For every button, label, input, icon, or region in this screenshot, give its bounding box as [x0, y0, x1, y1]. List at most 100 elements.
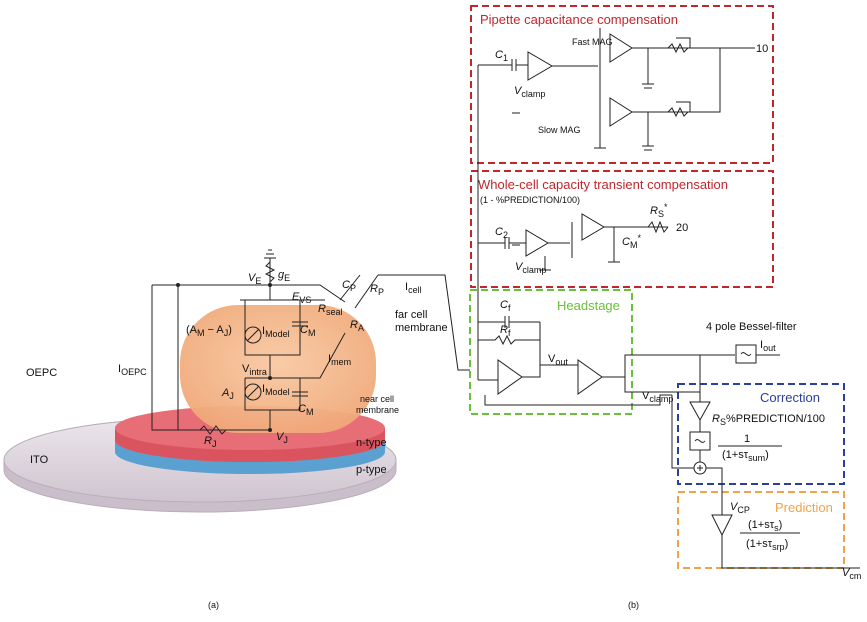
correction-title: Correction [760, 390, 820, 405]
svg-text:C1: C1 [495, 49, 508, 63]
svg-text:RP: RP [370, 283, 384, 297]
c1-label: C1 [495, 49, 508, 63]
p-type-label: p-type [356, 464, 387, 476]
svg-text:Imem: Imem [328, 353, 351, 367]
svg-text:VJ: VJ [276, 431, 288, 445]
slow-mag-label: Slow MAG [538, 125, 581, 135]
svg-text:Icell: Icell [405, 281, 422, 295]
svg-text:Vcm: Vcm [842, 567, 861, 581]
svg-text:CM: CM [300, 324, 315, 338]
bessel-filter-label: 4 pole Bessel-filter [706, 321, 797, 333]
caption-b: (b) [628, 600, 639, 610]
i-oepc-label: IOEPC [118, 363, 147, 377]
svg-text:CM*: CM* [622, 233, 641, 250]
svg-text:Vclamp: Vclamp [515, 261, 546, 275]
rs-prediction-label: RS%PREDICTION/100 [712, 413, 825, 427]
svg-text:IOEPC: IOEPC [118, 363, 147, 377]
svg-text:CP: CP [342, 279, 356, 293]
i-cell-label: Icell [405, 281, 422, 295]
svg-text:RA: RA [350, 319, 364, 333]
svg-text:gE: gE [278, 269, 290, 283]
far-membrane-label-1: far cell [395, 309, 427, 321]
svg-text:(1+sτsum): (1+sτsum) [722, 449, 769, 463]
n-type-label: n-type [356, 437, 387, 449]
svg-text:RJ: RJ [204, 435, 216, 449]
vclamp-3-label: Vclamp [642, 390, 673, 404]
r-j-label: RJ [204, 435, 216, 449]
svg-text:C2: C2 [495, 226, 508, 240]
i-model-2-label: IModel [262, 383, 290, 397]
svg-text:(AM − AJ): (AM − AJ) [186, 324, 232, 338]
c2-label: C2 [495, 226, 508, 240]
vclamp-2-label: Vclamp [515, 261, 546, 275]
v-e-label: VE [248, 272, 261, 286]
near-membrane-label-1: near cell [360, 394, 394, 404]
svg-text:AJ: AJ [221, 387, 234, 401]
pipette-title: Pipette capacitance compensation [480, 12, 678, 27]
correction-numerator: 1 [744, 433, 750, 445]
left-sources [176, 283, 272, 432]
headstage-box [469, 289, 633, 415]
caption-a: (a) [208, 600, 219, 610]
svg-text:Iout: Iout [760, 339, 776, 353]
svg-text:IModel: IModel [262, 325, 290, 339]
svg-text:(1+sτsrp): (1+sτsrp) [746, 538, 788, 552]
svg-text:CM: CM [298, 403, 313, 417]
i-mem-label: Imem [328, 353, 351, 367]
ito-label: ITO [30, 454, 49, 466]
far-membrane-label-2: membrane [395, 322, 448, 334]
r-seal-label: Rseal [318, 303, 342, 317]
r-p-label: RP [370, 283, 384, 297]
g-e-label: gE [278, 269, 290, 283]
svg-text:EVS: EVS [292, 291, 311, 305]
svg-text:VE: VE [248, 272, 261, 286]
am-aj-label: (AM − AJ) [186, 324, 232, 338]
a-j-label: AJ [221, 387, 234, 401]
vcp-label: VCP [730, 501, 750, 515]
prediction-title: Prediction [775, 500, 833, 515]
svg-text:Rseal: Rseal [318, 303, 342, 317]
vout-label: Vout [548, 353, 568, 367]
right-circuit [477, 28, 860, 569]
prediction-denominator: (1+sτsrp) [746, 538, 788, 552]
vcm-label: Vcm [842, 567, 861, 581]
svg-text:Vintra: Vintra [242, 363, 267, 377]
output-20-label: 20 [676, 222, 688, 234]
svg-text:IModel: IModel [262, 383, 290, 397]
correction-box [677, 383, 845, 485]
vclamp-1-label: Vclamp [514, 85, 545, 99]
near-membrane-label-2: membrane [356, 405, 399, 415]
pipette-box [470, 5, 774, 164]
headstage-title: Headstage [557, 298, 620, 313]
i-model-1-label: IModel [262, 325, 290, 339]
output-10-label: 10 [756, 43, 768, 55]
svg-text:Vclamp: Vclamp [514, 85, 545, 99]
iout-label: Iout [760, 339, 776, 353]
prediction-numerator: (1+sτs) [748, 519, 782, 533]
c-p-label: CP [342, 279, 356, 293]
svg-text:RS%PREDICTION/100: RS%PREDICTION/100 [712, 413, 825, 427]
c-m-2-label: CM [298, 403, 313, 417]
svg-text:VCP: VCP [730, 501, 750, 515]
svg-text:Rf: Rf [500, 324, 511, 338]
svg-text:Vclamp: Vclamp [642, 390, 673, 404]
left-circuit [151, 249, 470, 435]
cm-star-label: CM* [622, 233, 641, 250]
correction-denominator: (1+sτsum) [722, 449, 769, 463]
cf-label: Cf [500, 299, 511, 313]
svg-text:Vout: Vout [548, 353, 568, 367]
wholecell-title: Whole-cell capacity transient compensati… [478, 177, 728, 192]
e-vs-label: EVS [292, 291, 311, 305]
svg-text:(1+sτs): (1+sτs) [748, 519, 782, 533]
cell-body [180, 305, 376, 433]
fast-mag-label: Fast MAG [572, 37, 613, 47]
v-intra-label: Vintra [242, 363, 267, 377]
oepc-label: OEPC [26, 367, 57, 379]
svg-text:Cf: Cf [500, 299, 511, 313]
rs-star-label: RS* [650, 202, 668, 219]
rf-label: Rf [500, 324, 511, 338]
c-m-1-label: CM [300, 324, 315, 338]
svg-text:RS*: RS* [650, 202, 668, 219]
prediction-factor: (1 - %PREDICTION/100) [480, 195, 580, 205]
